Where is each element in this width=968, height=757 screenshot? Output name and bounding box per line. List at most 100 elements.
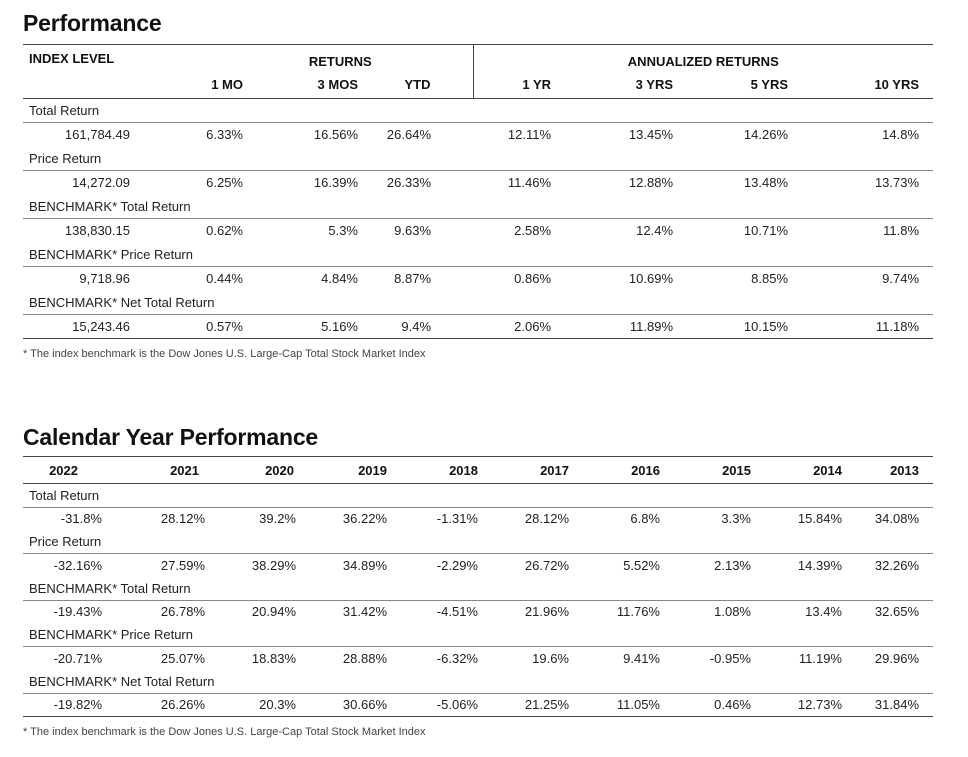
cal-row-values-1: -32.16% 27.59% 38.29% 34.89% -2.29% 26.72% 5.5… xyxy=(23,553,933,577)
perf-row-label-3: BENCHMARK* Price Return xyxy=(23,243,933,267)
returns-header: RETURNS xyxy=(148,44,474,72)
return-value: 2.06% xyxy=(473,314,594,339)
calendar-value: 15.84% xyxy=(751,506,842,530)
year-header-2016: 2016 xyxy=(569,456,660,484)
index-level-value: 138,830.15 xyxy=(23,218,148,243)
calendar-value: 39.2% xyxy=(205,506,296,530)
perf-row-values-2: 138,830.15 0.62% 5.3% 9.63% 2.58% 12.4% 10.71%… xyxy=(23,218,934,243)
year-header-2021: 2021 xyxy=(114,456,205,484)
perf-row-values-1: 14,272.09 6.25% 16.39% 26.33% 11.46% 12.88% 13… xyxy=(23,170,934,195)
return-value: 5.3% xyxy=(243,218,358,243)
return-value: 11.89% xyxy=(593,314,704,339)
perf-row-label-4: BENCHMARK* Net Total Return xyxy=(23,291,933,315)
return-value: 13.48% xyxy=(703,170,819,195)
row-label: BENCHMARK* Total Return xyxy=(29,580,191,596)
perf-row-label-1: Price Return xyxy=(23,147,933,171)
calendar-value: 30.66% xyxy=(296,692,387,717)
cal-row-values-4: -19.82% 26.26% 20.3% 30.66% -5.06% 21.25% 11.0… xyxy=(23,692,933,717)
return-value: 0.62% xyxy=(148,218,243,243)
calendar-value: 36.22% xyxy=(296,506,387,530)
calendar-value: 19.6% xyxy=(478,646,569,670)
cal-row-values-0: -31.8% 28.12% 39.2% 36.22% -1.31% 28.12% 6.8% 3… xyxy=(23,506,933,530)
calendar-value: -31.8% xyxy=(23,506,114,530)
calendar-value: 31.42% xyxy=(296,599,387,623)
calendar-value: 9.41% xyxy=(569,646,660,670)
calendar-value: 25.07% xyxy=(114,646,205,670)
calendar-value: 18.83% xyxy=(205,646,296,670)
year-header-2022: 2022 xyxy=(23,456,114,484)
return-value: 26.64% xyxy=(358,122,474,147)
calendar-value: 6.8% xyxy=(569,506,660,530)
calendar-value: 12.73% xyxy=(751,692,842,717)
row-label: BENCHMARK* Price Return xyxy=(29,627,193,642)
row-label: Price Return xyxy=(29,534,102,549)
col-header-3mos: 3 MOS xyxy=(243,71,358,99)
return-value: 6.25% xyxy=(148,170,243,195)
col-header-1mo: 1 MO xyxy=(148,71,243,99)
index-level-value: 15,243.46 xyxy=(23,314,148,339)
return-value: 11.8% xyxy=(818,218,934,243)
calendar-value: 14.39% xyxy=(751,553,842,577)
index-level-value: 9,718.96 xyxy=(23,266,148,291)
calendar-value: -20.71% xyxy=(23,646,114,670)
return-value: 14.8% xyxy=(818,122,934,147)
year-header-2014: 2014 xyxy=(751,456,842,484)
year-header-2019: 2019 xyxy=(296,456,387,484)
performance-title: Performance xyxy=(23,10,162,36)
calendar-value: -19.43% xyxy=(23,599,114,623)
calendar-value: 20.3% xyxy=(205,692,296,717)
return-value: 10.71% xyxy=(703,218,819,243)
return-value: 13.45% xyxy=(593,122,704,147)
calendar-value: 28.88% xyxy=(296,646,387,670)
return-value: 16.39% xyxy=(243,170,358,195)
return-value: 13.73% xyxy=(818,170,934,195)
calendar-value: -4.51% xyxy=(387,599,478,623)
return-value: 11.18% xyxy=(818,314,934,339)
row-label: Price Return xyxy=(29,150,102,166)
return-value: 0.44% xyxy=(148,266,243,291)
year-header-2020: 2020 xyxy=(205,456,296,484)
calendar-value: 13.4% xyxy=(751,599,842,623)
perf-row-values-4: 15,243.46 0.57% 5.16% 9.4% 2.06% 11.89% 10.15%… xyxy=(23,314,934,339)
calendar-value: 34.89% xyxy=(296,553,387,577)
cal-row-label-4: BENCHMARK* Net Total Return xyxy=(23,670,933,694)
calendar-value: 34.08% xyxy=(842,506,933,530)
year-header-2018: 2018 xyxy=(387,456,478,484)
row-label: Total Return xyxy=(29,487,100,503)
year-header-2017: 2017 xyxy=(478,456,569,484)
col-header-10yrs: 10 YRS xyxy=(818,71,934,99)
calendar-value: -2.29% xyxy=(387,553,478,577)
calendar-value: 28.12% xyxy=(114,506,205,530)
calendar-value: 11.76% xyxy=(569,599,660,623)
calendar-value: 21.25% xyxy=(478,692,569,717)
performance-footnote: * The index benchmark is the Dow Jones U… xyxy=(23,348,426,360)
index-level-value: 14,272.09 xyxy=(23,170,148,195)
calendar-value: 26.26% xyxy=(114,692,205,717)
return-value: 12.4% xyxy=(593,218,704,243)
calendar-value: 26.78% xyxy=(114,599,205,623)
calendar-value: -1.31% xyxy=(387,506,478,530)
calendar-value: 0.46% xyxy=(660,692,751,717)
calendar-value: 21.96% xyxy=(478,599,569,623)
return-value: 14.26% xyxy=(703,122,819,147)
calendar-value: 5.52% xyxy=(569,553,660,577)
return-value: 9.74% xyxy=(818,266,934,291)
return-value: 0.86% xyxy=(473,266,594,291)
calendar-value: -0.95% xyxy=(660,646,751,670)
calendar-value: 31.84% xyxy=(842,692,933,717)
row-label: BENCHMARK* Total Return xyxy=(29,198,191,214)
year-header-2015: 2015 xyxy=(660,456,751,484)
calendar-value: 32.65% xyxy=(842,599,933,623)
calendar-value: -5.06% xyxy=(387,692,478,717)
perf-row-values-3: 9,718.96 0.44% 4.84% 8.87% 0.86% 10.69% 8.85% 9… xyxy=(23,266,934,291)
calendar-value: 26.72% xyxy=(478,553,569,577)
index-level-header: INDEX LEVEL xyxy=(23,44,148,72)
calendar-value: 2.13% xyxy=(660,553,751,577)
calendar-value: 1.08% xyxy=(660,599,751,623)
return-value: 9.4% xyxy=(358,314,474,339)
return-value: 16.56% xyxy=(243,122,358,147)
calendar-value: 29.96% xyxy=(842,646,933,670)
calendar-value: 11.05% xyxy=(569,692,660,717)
perf-row-values-0: 161,784.49 6.33% 16.56% 26.64% 12.11% 13.45% 1… xyxy=(23,122,934,147)
return-value: 2.58% xyxy=(473,218,594,243)
